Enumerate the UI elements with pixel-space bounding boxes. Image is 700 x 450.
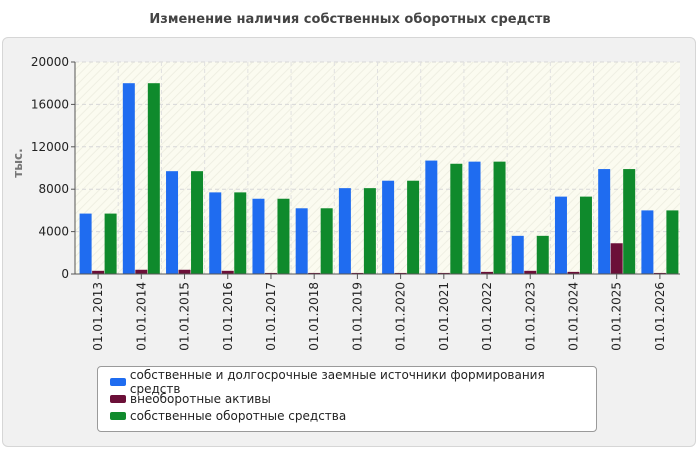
legend-label: внеоборотные активы: [130, 391, 271, 406]
x-tick-label: 01.01.2020: [394, 282, 408, 351]
y-tick-label: 8000: [38, 182, 69, 196]
y-tick-label: 16000: [31, 97, 69, 111]
bar-series-3: [536, 235, 549, 274]
bar-series-2: [394, 272, 407, 274]
x-tick-label: 01.01.2022: [480, 282, 494, 351]
x-tick-label: 01.01.2016: [221, 282, 235, 351]
chart-title: Изменение наличия собственных оборотных …: [149, 12, 551, 27]
x-tick-label: 01.01.2021: [437, 282, 451, 351]
bar-series-1: [554, 196, 567, 274]
y-tick-label: 0: [61, 267, 69, 281]
bar-series-3: [320, 208, 333, 274]
x-tick-label: 01.01.2015: [178, 282, 192, 351]
y-axis-ticks: 0 4000 8000 12000 16000 20000: [31, 55, 75, 281]
bar-series-2: [437, 272, 450, 274]
bar-series-1: [122, 83, 135, 274]
bar-series-1: [468, 161, 481, 274]
bar-series-1: [641, 210, 654, 274]
bar-series-1: [338, 188, 351, 274]
bar-series-2: [524, 270, 537, 274]
x-tick-label: 01.01.2018: [307, 282, 321, 351]
bar-series-2: [264, 272, 277, 274]
y-tick-label: 20000: [31, 55, 69, 69]
legend-label: собственные оборотные средства: [130, 408, 347, 423]
bar-series-2: [481, 271, 494, 274]
x-tick-label: 01.01.2024: [566, 282, 580, 351]
bar-series-1: [295, 208, 308, 274]
x-tick-label: 01.01.2019: [350, 282, 364, 351]
bar-series-2: [178, 269, 191, 274]
bar-series-1: [252, 198, 265, 274]
bar-series-3: [493, 161, 506, 274]
bar-series-1: [598, 169, 611, 274]
bar-series-1: [166, 171, 179, 274]
bar-series-3: [407, 180, 420, 274]
bar-series-3: [450, 163, 463, 274]
y-tick-label: 12000: [31, 140, 69, 154]
legend-swatch: [110, 377, 126, 386]
bar-series-2: [92, 270, 105, 274]
bar-series-3: [666, 210, 679, 274]
bar-series-3: [191, 171, 204, 274]
bar-series-3: [234, 192, 247, 274]
bar-series-1: [425, 160, 438, 274]
x-axis-ticks: 01.01.2013 01.01.2014 01.01.2015 01.01.2016…: [91, 274, 667, 351]
bar-series-3: [147, 83, 160, 274]
bar-series-2: [567, 271, 580, 274]
x-tick-label: 01.01.2014: [134, 282, 148, 351]
y-axis-label: тыс.: [11, 148, 25, 177]
bar-series-2: [221, 270, 234, 274]
legend-label: собственные и долгосрочные заемные источ…: [129, 367, 545, 396]
bar-series-2: [610, 243, 623, 274]
bar-series-1: [79, 213, 92, 274]
bar-series-1: [511, 235, 524, 274]
legend-item: собственные оборотные средства: [110, 407, 596, 424]
legend-swatch: [110, 411, 126, 420]
bar-series-3: [579, 196, 592, 274]
bar-series-2: [653, 272, 666, 274]
legend-item: внеоборотные активы: [110, 390, 596, 407]
bar-series-2: [308, 272, 321, 274]
bar-series-3: [277, 198, 290, 274]
bar-series-1: [382, 180, 395, 274]
x-tick-label: 01.01.2026: [653, 282, 667, 351]
bars: [79, 83, 679, 274]
bar-series-1: [209, 192, 222, 274]
bar-series-3: [363, 188, 376, 274]
bar-series-2: [351, 272, 364, 274]
x-tick-label: 01.01.2013: [91, 282, 105, 351]
legend-swatch: [110, 394, 126, 403]
bar-series-3: [104, 213, 117, 274]
legend: собственные и долгосрочные заемные источ…: [97, 366, 597, 432]
x-tick-label: 01.01.2023: [523, 282, 537, 351]
bar-series-3: [623, 169, 636, 274]
bar-series-2: [135, 269, 148, 274]
legend-item: собственные и долгосрочные заемные источ…: [110, 368, 596, 396]
x-tick-label: 01.01.2017: [264, 282, 278, 351]
y-tick-label: 4000: [38, 225, 69, 239]
x-tick-label: 01.01.2025: [610, 282, 624, 351]
